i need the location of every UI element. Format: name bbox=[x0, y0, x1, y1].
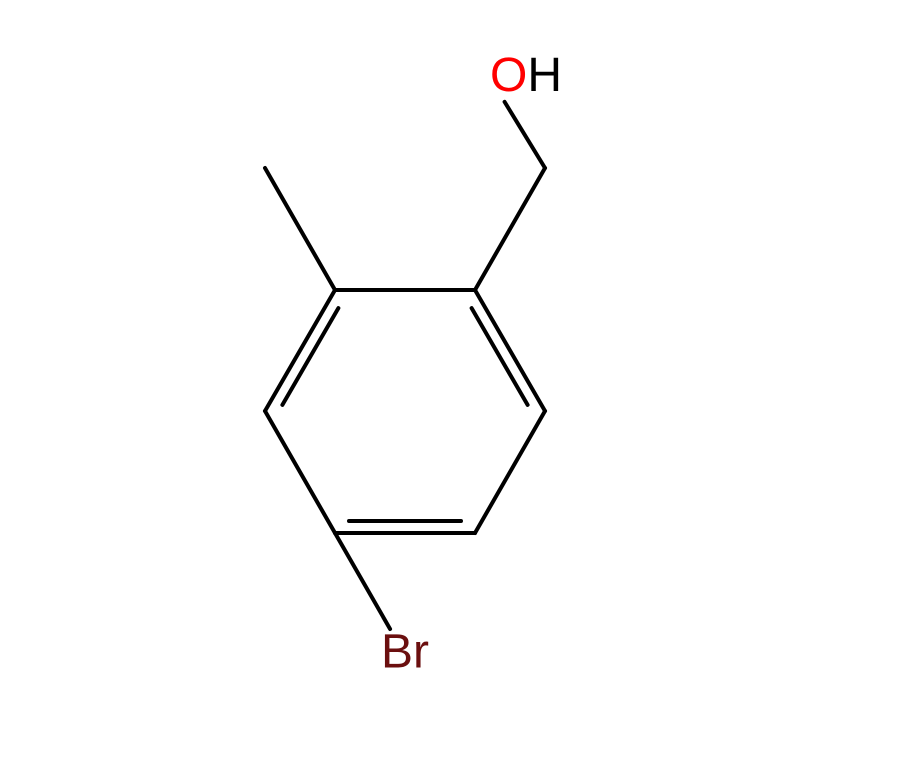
bond-line bbox=[505, 102, 545, 168]
bond-line bbox=[265, 411, 335, 533]
bond-line bbox=[475, 290, 545, 411]
bond-line bbox=[282, 308, 338, 405]
chemical-structure-diagram: OH Br bbox=[0, 0, 897, 777]
bond-line bbox=[265, 290, 335, 411]
bond-line bbox=[335, 533, 390, 629]
bond-line bbox=[472, 308, 528, 405]
atom-label-oh: OH bbox=[490, 49, 562, 102]
bond-line bbox=[475, 168, 545, 290]
bond-line bbox=[475, 411, 545, 533]
atom-label-br: Br bbox=[381, 626, 429, 679]
bond-line bbox=[265, 168, 335, 290]
